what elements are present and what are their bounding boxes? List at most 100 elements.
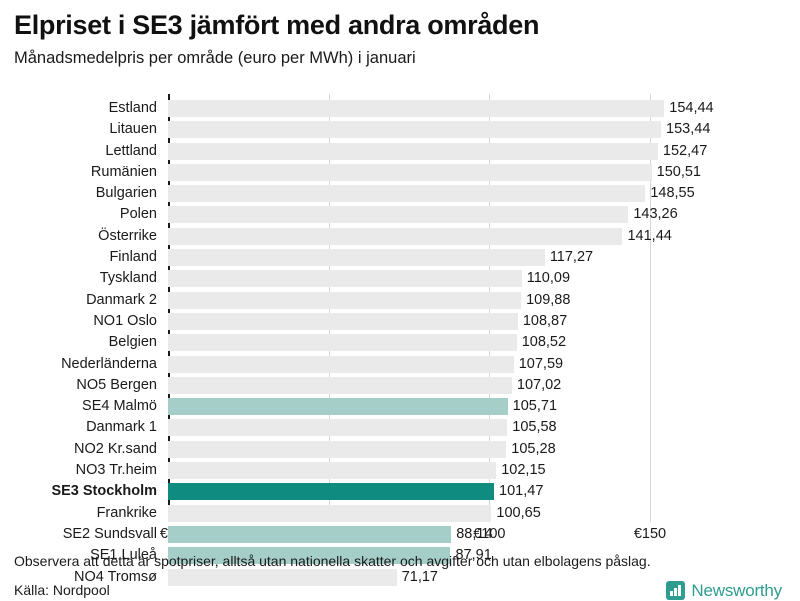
bar [168, 270, 522, 288]
bar-value-label: 110,09 [526, 270, 571, 287]
bar [168, 291, 522, 309]
y-axis-category-label: Österrike [98, 227, 157, 244]
newsworthy-logo: Newsworthy [666, 581, 782, 601]
y-axis-category-label: SE2 Sundsvall [62, 525, 157, 542]
chart-bar-row: SE1 Luleå 87,91 [0, 546, 800, 567]
bar-track [168, 142, 658, 160]
bar [168, 419, 508, 437]
bar [168, 334, 517, 352]
chart-plot-area: €0€50€100€150 Estland154,44Litauen153,44… [0, 90, 800, 586]
y-axis-category-label: Frankrike [96, 504, 157, 521]
chart-bar-row: Polen 143,26 [0, 205, 800, 226]
chart-bar-row: Rumänien 150,51 [0, 163, 800, 184]
bar-track [168, 440, 507, 458]
y-axis-category-label: NO1 Oslo [93, 312, 157, 329]
bar [168, 355, 514, 373]
chart-bar-row: Frankrike 100,65 [0, 504, 800, 525]
y-axis-category-label: Polen [119, 206, 157, 223]
bar-track [168, 398, 508, 416]
bar [168, 376, 512, 394]
y-axis-category-label: Danmark 2 [86, 291, 157, 308]
bar-track [168, 419, 508, 437]
bar-track [168, 270, 522, 288]
bar-value-label: 154,44 [669, 100, 714, 116]
y-axis-category-label: Danmark 1 [86, 419, 157, 436]
bar-track [168, 249, 545, 267]
chart-bar-row: SE2 Sundsvall 88,14 [0, 525, 800, 546]
footer-bottom-row: Källa: Nordpool Newsworthy [10, 581, 790, 601]
bar [168, 547, 451, 565]
y-axis-category-label: Belgien [108, 334, 157, 351]
bar [168, 440, 507, 458]
y-axis-category-label: SE1 Luleå [90, 547, 157, 564]
chart-bar-row: Lettland 152,47 [0, 142, 800, 163]
bar-track [168, 483, 495, 501]
y-axis-category-label: NO5 Bergen [76, 376, 157, 393]
bar-value-label: 100,65 [496, 504, 541, 521]
bar-value-label: 105,58 [512, 419, 557, 436]
bar [168, 568, 397, 586]
bar [168, 163, 652, 181]
bar-value-label: 152,47 [662, 142, 708, 159]
bar-value-label: 150,51 [656, 163, 701, 180]
chart-bar-row: Estland 154,44 [0, 99, 800, 120]
bar-value-label: 101,47 [499, 483, 544, 500]
chart-footer: Observera att detta är spotpriser, allts… [0, 548, 800, 601]
brand-name: Newsworthy [691, 580, 782, 600]
y-axis-category-label: Litauen [109, 121, 157, 138]
bar-track [168, 462, 497, 480]
bar-value-label: 141,44 [627, 227, 672, 244]
chart-bar-row: Österrike 141,44 [0, 227, 800, 248]
chart-bar-row: SE3 Stockholm 101,47 [0, 482, 800, 503]
bar [168, 249, 545, 267]
bar-track [168, 121, 662, 139]
bar-value-label: 88,14 [456, 525, 493, 542]
chart-bar-rows: Estland 154,44 Litauen 153,44 Lettland 152,47… [0, 99, 800, 589]
bar [168, 398, 508, 416]
bar [168, 462, 497, 480]
bar-track [168, 504, 492, 522]
bar [168, 525, 452, 543]
y-axis-category-label: NO2 Kr.sand [73, 440, 157, 457]
chart-bar-row: NO5 Bergen 107,02 [0, 376, 800, 397]
bar-value-label: 108,87 [522, 312, 568, 329]
bar-value-label: 107,02 [516, 376, 562, 393]
bar-value-label: 117,27 [549, 249, 594, 266]
footer-note: Observera att detta är spotpriser, allts… [14, 553, 651, 569]
bar-value-label: 109,88 [526, 291, 571, 308]
chart-bar-row: NO1 Oslo 108,87 [0, 312, 800, 333]
y-axis-category-label: Finland [109, 249, 157, 266]
chart-bar-row: NO4 Tromsø 71,17 [0, 568, 800, 589]
bar-track [168, 206, 629, 224]
bar-value-label: 148,55 [650, 185, 695, 202]
bar-track [168, 100, 665, 117]
bar-track [168, 291, 522, 309]
y-axis-category-label: Rumänien [90, 163, 157, 180]
bar [168, 206, 629, 224]
bar-value-label: 87,91 [455, 547, 492, 564]
bar-track [168, 312, 518, 330]
bar-track [168, 334, 517, 352]
chart-subtitle: Månadsmedelpris per område (euro per MWh… [14, 49, 416, 68]
chart-bar-row: Belgien 108,52 [0, 333, 800, 354]
y-axis-category-label: NO3 Tr.heim [75, 462, 157, 479]
chart-bar-row: Danmark 2 109,88 [0, 291, 800, 312]
bar-value-label: 107,59 [518, 355, 564, 372]
chart-bar-row: SE4 Malmö 105,71 [0, 397, 800, 418]
y-axis-category-label: Bulgarien [95, 185, 157, 202]
bar [168, 185, 646, 203]
chart-bar-row: Nederländerna 107,59 [0, 355, 800, 376]
bar-track [168, 568, 397, 586]
bar-track [168, 355, 514, 373]
bar-value-label: 102,15 [501, 462, 546, 479]
bar [168, 483, 495, 501]
bar-track [168, 525, 452, 543]
y-axis-category-label: SE4 Malmö [82, 398, 157, 415]
bar-track [168, 185, 646, 203]
bar-chart-icon [666, 581, 686, 601]
chart-bar-row: Finland 117,27 [0, 248, 800, 269]
bar [168, 142, 658, 160]
y-axis-category-label: Nederländerna [61, 355, 157, 372]
bar [168, 227, 623, 245]
bar [168, 312, 518, 330]
